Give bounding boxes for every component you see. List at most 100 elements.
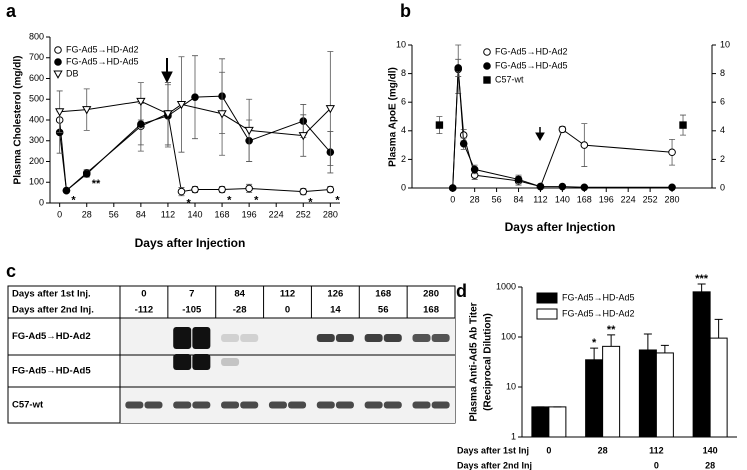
blot-header: 168 (423, 305, 439, 316)
x-tick-label: 28 (82, 209, 92, 219)
x-tick-label: 28 (470, 194, 480, 204)
blot-band (431, 401, 450, 409)
y2-tick-label: 0 (720, 182, 725, 192)
blot-band (412, 334, 431, 342)
blot-row-label: FG-Ad5→HD-Ad5 (12, 366, 91, 377)
x-tick-label: 168 (577, 194, 592, 204)
x-tick-label: 140 (555, 194, 570, 204)
blot-header: 0 (285, 305, 290, 316)
blot-header: 84 (234, 289, 245, 300)
bar (548, 406, 567, 438)
significance-mark: ** (92, 178, 101, 190)
point (163, 110, 173, 119)
blot-band (383, 401, 402, 409)
point (191, 185, 199, 194)
point (558, 125, 567, 134)
legend-marker (54, 58, 62, 66)
legend-marker (54, 46, 62, 54)
legend-label: FG-Ad5→HD-Ad5 (562, 292, 635, 302)
significance-mark: * (308, 197, 313, 209)
error-bar (590, 347, 599, 360)
x-tick-label: 112 (649, 445, 664, 455)
y-tick-label: 400 (29, 114, 44, 124)
x-axis-title: Days after Injection (505, 220, 616, 234)
panel-label: d (456, 281, 467, 301)
point (470, 165, 479, 174)
legend-label: FG-Ad5→HD-Ad5 (66, 56, 139, 66)
y-tick-label: 200 (29, 156, 44, 166)
x-tick-label: 84 (136, 209, 146, 219)
x-tick-label: 112 (161, 209, 175, 219)
blot-band (316, 334, 335, 342)
legend-marker (483, 76, 491, 84)
y-tick-label: 6 (401, 97, 406, 107)
blot-band (335, 401, 354, 409)
bar (585, 359, 604, 438)
blot-band (364, 401, 383, 409)
blot-band (192, 401, 211, 409)
error-bar (643, 333, 652, 350)
y-tick-label: 100 (29, 177, 44, 187)
blot-band (383, 334, 402, 342)
blot-row-label: FG-Ad5→HD-Ad2 (12, 331, 91, 342)
x-tick-label: 252 (296, 209, 311, 219)
point (448, 184, 457, 192)
blot-band (412, 401, 431, 409)
point (435, 121, 444, 129)
point (536, 182, 545, 191)
y2-tick-label: 4 (720, 125, 725, 135)
x-tick-label: 224 (269, 209, 284, 219)
point (191, 93, 199, 101)
y2-tick-label: 6 (720, 97, 725, 107)
blot-band (221, 334, 240, 342)
arrow (161, 58, 173, 84)
blot-band (221, 401, 240, 409)
point (136, 97, 146, 107)
y-tick-label: 0 (39, 197, 44, 207)
significance-mark: * (254, 195, 259, 207)
blot-header: -28 (233, 305, 247, 316)
x-axis-title: Days after Injection (135, 236, 246, 250)
significance-mark: *** (695, 273, 709, 285)
error-bar (697, 283, 706, 292)
bar (692, 291, 711, 438)
legend-marker (483, 62, 491, 70)
point (668, 148, 676, 157)
blot-header: 7 (189, 289, 194, 300)
error-bar (607, 334, 616, 347)
y2-tick-label: 10 (720, 39, 730, 49)
bar (531, 406, 550, 438)
legend-label: C57-wt (495, 74, 524, 84)
blot-band (221, 358, 240, 366)
blot-band (240, 401, 259, 409)
blot-band (173, 327, 192, 349)
category-row-label: Days after 2nd Inj (457, 460, 532, 470)
point (244, 126, 254, 136)
blot-band (268, 401, 287, 409)
point (298, 132, 308, 141)
point (82, 106, 92, 115)
y-tick-label: 10 (396, 39, 406, 49)
x-tick-label: 112 (533, 194, 547, 204)
x-tick-label: 140 (703, 445, 718, 455)
point (459, 139, 468, 148)
x-tick-label: 56 (492, 194, 502, 204)
x-tick-label: 0 (654, 460, 659, 470)
y-tick-label: 1 (511, 431, 516, 441)
legend-swatch (536, 308, 558, 320)
y-tick-label: 1000 (496, 281, 516, 291)
x-tick-label: 140 (187, 209, 202, 219)
blot-band (335, 334, 354, 342)
blot-header: 126 (327, 289, 343, 300)
error-bar (660, 344, 669, 353)
legend-label: FG-Ad5→HD-Ad2 (562, 308, 635, 318)
point (325, 105, 335, 114)
y-tick-label: 0 (401, 182, 406, 192)
point (514, 175, 523, 184)
point (62, 186, 71, 195)
blot-header: Days after 1st Inj. (12, 289, 91, 300)
blot-band (125, 401, 144, 409)
point (245, 184, 253, 193)
blot-band (316, 401, 335, 409)
